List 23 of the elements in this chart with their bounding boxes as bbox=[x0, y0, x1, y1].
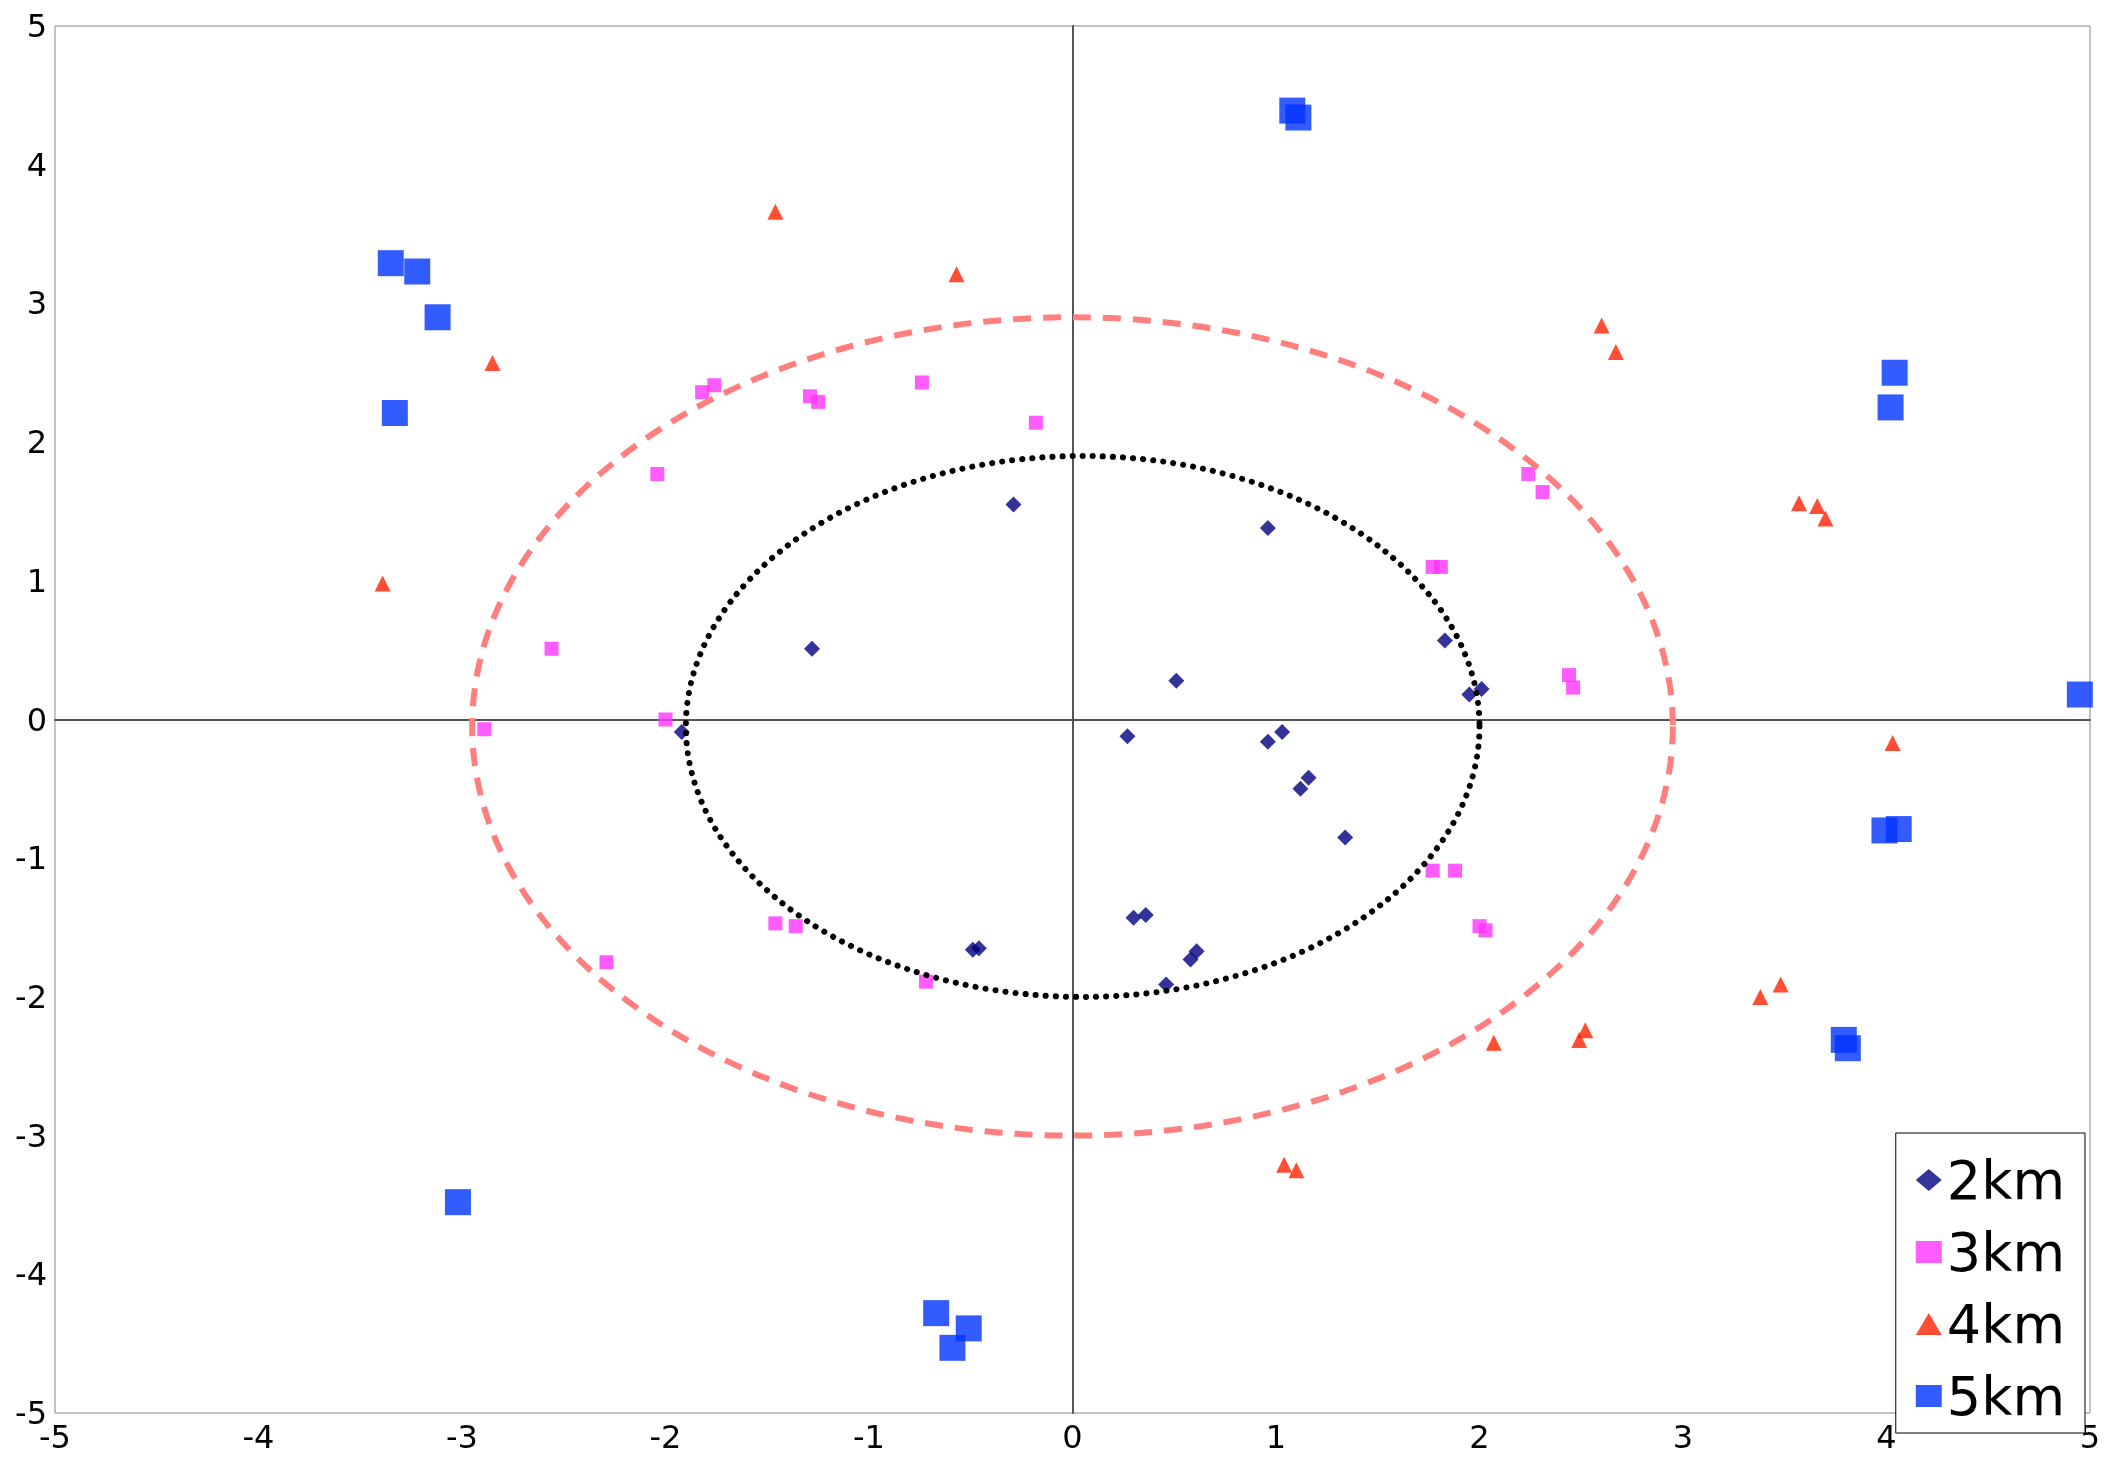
legend-label: 5km bbox=[1946, 1364, 2065, 1428]
y-tick-label: 0 bbox=[26, 700, 47, 739]
y-tick-label: 4 bbox=[26, 145, 47, 184]
x-tick-label: 4 bbox=[1876, 1418, 1897, 1456]
x-tick-label: 0 bbox=[1062, 1418, 1083, 1456]
x-tick-label: 2 bbox=[1469, 1418, 1490, 1456]
x-tick-label: -1 bbox=[853, 1418, 885, 1456]
x-tick-label: -4 bbox=[242, 1418, 275, 1456]
y-tick-label: 3 bbox=[26, 284, 47, 323]
legend-label: 4km bbox=[1946, 1292, 2065, 1356]
y-tick-label: 2 bbox=[26, 423, 47, 462]
y-tick-label: -1 bbox=[15, 839, 47, 878]
y-tick-label: -3 bbox=[15, 1116, 47, 1155]
legend-label: 3km bbox=[1946, 1220, 2065, 1284]
x-tick-label: -2 bbox=[649, 1418, 682, 1456]
y-tick-label: -4 bbox=[15, 1255, 47, 1294]
x-tick-label: 3 bbox=[1672, 1418, 1694, 1456]
y-tick-label: 5 bbox=[26, 7, 47, 45]
x-tick-label: -3 bbox=[446, 1418, 478, 1456]
x-tick-label: 1 bbox=[1265, 1418, 1287, 1456]
y-tick-label: -2 bbox=[15, 977, 47, 1016]
y-tick-label: 1 bbox=[26, 561, 47, 600]
legend-label: 2km bbox=[1946, 1148, 2065, 1212]
